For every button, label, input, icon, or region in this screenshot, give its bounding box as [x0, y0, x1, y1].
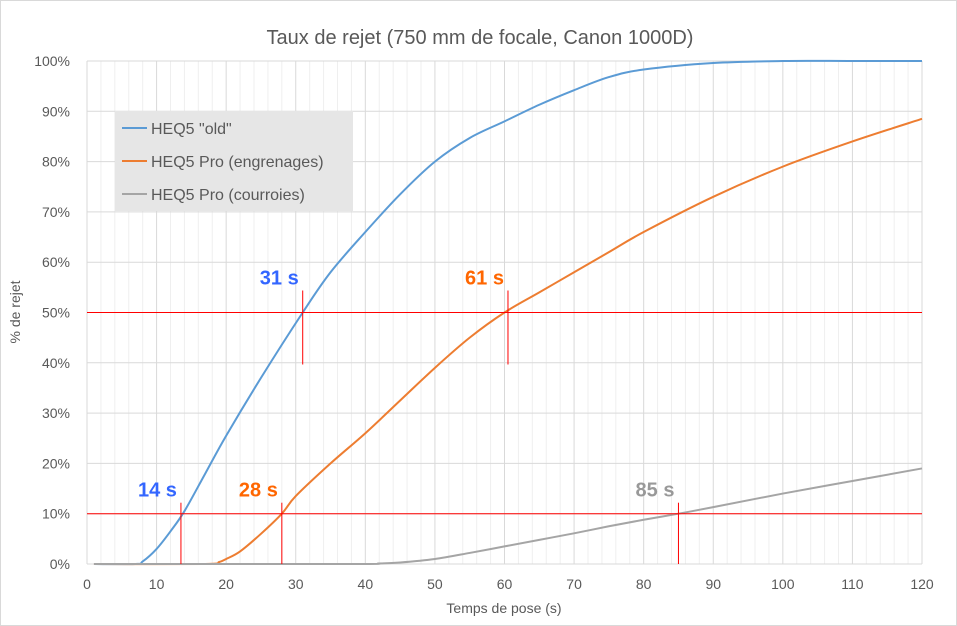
y-tick-label: 70% [42, 204, 70, 220]
annotation-label: 14 s [138, 480, 177, 502]
y-tick-label: 50% [42, 305, 70, 321]
x-tick-label: 80 [636, 576, 652, 592]
y-tick-label: 90% [42, 103, 70, 119]
annotation-label: 28 s [239, 480, 278, 502]
annotation-label: 31 s [260, 268, 299, 290]
x-tick-label: 70 [566, 576, 582, 592]
x-tick-label: 20 [218, 576, 234, 592]
x-tick-label: 10 [149, 576, 165, 592]
legend-box [115, 111, 353, 211]
legend-entry: HEQ5 Pro (courroies) [151, 187, 305, 204]
series-line-0 [93, 59, 922, 566]
legend-entry: HEQ5 Pro (engrenages) [151, 154, 324, 171]
annotation-label: 61 s [465, 268, 504, 290]
series-line-2 [93, 467, 923, 566]
y-tick-label: 30% [42, 405, 70, 421]
y-tick-label: 60% [42, 254, 70, 270]
x-tick-label: 60 [497, 576, 513, 592]
series-line-1 [93, 117, 923, 566]
y-tick-label: 10% [42, 506, 70, 522]
x-tick-label: 110 [841, 576, 864, 592]
y-axis-label: % de rejet [7, 280, 23, 343]
y-tick-label: 20% [42, 455, 70, 471]
x-tick-label: 120 [910, 576, 934, 592]
annotation-label: 85 s [636, 480, 675, 502]
y-tick-label: 0% [50, 556, 70, 572]
y-tick-label: 100% [34, 53, 70, 69]
y-tick-label: 80% [42, 154, 70, 170]
x-tick-label: 0 [83, 576, 91, 592]
x-tick-label: 100 [771, 576, 795, 592]
legend-entry: HEQ5 "old" [151, 121, 232, 138]
x-tick-label: 30 [288, 576, 304, 592]
y-tick-label: 40% [42, 355, 70, 371]
legend: HEQ5 "old" HEQ5 Pro (engrenages) HEQ5 Pro … [115, 111, 353, 211]
x-tick-label: 40 [358, 576, 374, 592]
x-tick-label: 50 [427, 576, 443, 592]
x-tick-label: 90 [705, 576, 721, 592]
x-axis-label: Temps de pose (s) [446, 600, 561, 616]
chart-title: Taux de rejet (750 mm de focale, Canon 1… [267, 27, 694, 49]
